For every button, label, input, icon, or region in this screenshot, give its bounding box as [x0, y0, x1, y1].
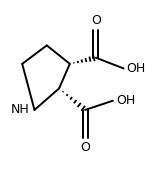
Text: O: O — [91, 14, 101, 27]
Text: O: O — [80, 141, 90, 154]
Text: OH: OH — [116, 94, 135, 107]
Text: OH: OH — [127, 62, 146, 75]
Text: NH: NH — [11, 103, 30, 116]
